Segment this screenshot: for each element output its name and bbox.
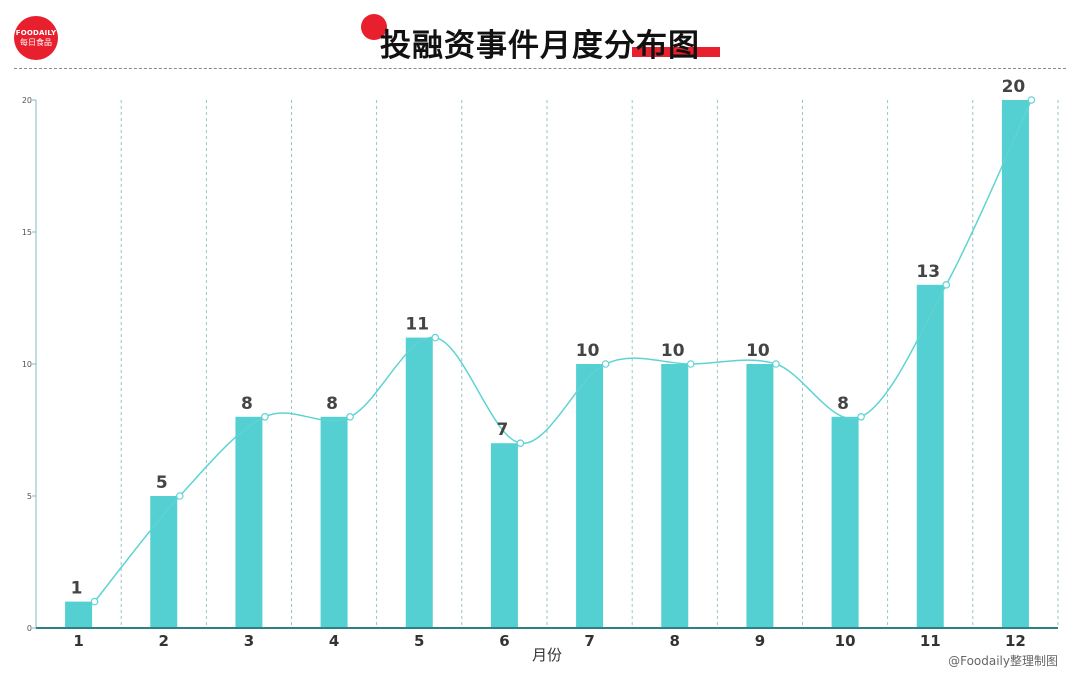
- bar: [916, 284, 944, 628]
- trend-point: [1027, 96, 1036, 104]
- trend-point: [175, 492, 184, 500]
- trend-point: [516, 439, 525, 448]
- x-axis-title: 月份: [532, 646, 562, 664]
- value-label: 8: [837, 394, 849, 414]
- bar: [490, 443, 518, 628]
- bar: [831, 416, 859, 628]
- page-title: 投融资事件月度分布图: [380, 28, 700, 64]
- x-tick-label: 5: [414, 632, 424, 650]
- trend-point: [346, 412, 354, 421]
- bar: [235, 416, 263, 628]
- y-tick-label: 5: [27, 492, 32, 501]
- x-tick-label: 11: [920, 632, 941, 650]
- logo-text-en: FOODAILY: [15, 28, 57, 37]
- y-tick-label: 20: [22, 96, 32, 105]
- x-tick-label: 8: [670, 632, 680, 650]
- value-label: 10: [576, 341, 600, 361]
- value-label: 8: [326, 394, 338, 414]
- x-tick-label: 6: [499, 632, 509, 650]
- trend-point: [772, 360, 780, 368]
- bar: [746, 364, 774, 628]
- x-tick-label: 12: [1005, 632, 1026, 650]
- title-decoration-dot: [361, 14, 387, 40]
- y-tick-label: 0: [27, 624, 32, 633]
- bar: [65, 601, 93, 628]
- credit-note: @Foodaily整理制图: [948, 654, 1058, 668]
- trend-point: [601, 360, 610, 368]
- trend-point: [261, 412, 269, 421]
- bar: [320, 416, 348, 628]
- foodaily-logo: FOODAILY 每日食品: [14, 16, 58, 60]
- trend-point: [942, 280, 951, 289]
- bar: [150, 496, 178, 628]
- y-tick-label: 10: [22, 360, 32, 369]
- x-tick-label: 2: [159, 632, 169, 650]
- value-label: 10: [746, 341, 770, 361]
- trend-point: [431, 333, 440, 342]
- bar: [1001, 100, 1029, 628]
- x-tick-label: 3: [244, 632, 254, 650]
- logo-text-cn: 每日食品: [20, 37, 52, 47]
- trend-line: [93, 99, 1033, 603]
- value-label: 1: [71, 579, 83, 599]
- bar: [661, 364, 689, 628]
- bar: [405, 337, 433, 628]
- x-tick-label: 9: [755, 632, 765, 650]
- value-label: 10: [661, 341, 685, 361]
- value-label: 11: [405, 315, 429, 335]
- value-label: 20: [1002, 77, 1026, 97]
- value-label: 8: [241, 394, 253, 414]
- value-label: 7: [496, 420, 508, 440]
- value-label: 5: [156, 473, 168, 493]
- y-tick-label: 15: [22, 228, 32, 237]
- x-tick-label: 4: [329, 632, 339, 650]
- x-tick-label: 1: [73, 632, 83, 650]
- trend-point: [686, 360, 695, 368]
- x-tick-label: 10: [835, 632, 856, 650]
- value-label: 13: [916, 262, 940, 282]
- x-tick-label: 7: [584, 632, 594, 650]
- trend-point: [857, 412, 865, 421]
- title-decoration-bar: [632, 47, 720, 57]
- bar: [576, 364, 604, 628]
- title-divider: [14, 68, 1066, 69]
- trend-point: [90, 597, 99, 606]
